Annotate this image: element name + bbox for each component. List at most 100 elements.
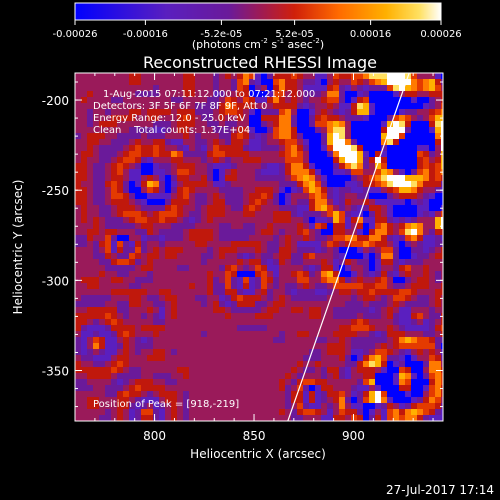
image-pixel	[441, 379, 443, 385]
image-pixel	[105, 313, 111, 319]
image-pixel	[243, 115, 249, 121]
image-pixel	[327, 199, 333, 205]
image-pixel	[177, 253, 183, 259]
image-pixel	[351, 253, 357, 259]
image-pixel	[117, 199, 123, 205]
image-pixel	[393, 211, 399, 217]
image-pixel	[147, 157, 153, 163]
image-pixel	[177, 301, 183, 307]
image-pixel	[147, 211, 153, 217]
image-pixel	[81, 205, 87, 211]
image-pixel	[297, 91, 303, 97]
image-pixel	[219, 103, 225, 109]
image-pixel	[399, 367, 405, 373]
image-pixel	[105, 283, 111, 289]
image-pixel	[243, 409, 249, 415]
image-pixel	[393, 259, 399, 265]
image-pixel	[417, 115, 423, 121]
image-pixel	[237, 403, 243, 409]
image-pixel	[405, 409, 411, 415]
image-pixel	[333, 181, 339, 187]
image-pixel	[93, 73, 99, 79]
image-pixel	[321, 349, 327, 355]
image-pixel	[249, 361, 255, 367]
image-pixel	[405, 343, 411, 349]
image-pixel	[381, 241, 387, 247]
image-pixel	[303, 349, 309, 355]
image-pixel	[231, 349, 237, 355]
image-pixel	[171, 169, 177, 175]
image-pixel	[315, 241, 321, 247]
image-pixel	[261, 409, 267, 415]
image-pixel	[405, 361, 411, 367]
image-pixel	[105, 121, 111, 127]
image-pixel	[309, 271, 315, 277]
image-pixel	[435, 385, 441, 391]
image-pixel	[225, 103, 231, 109]
image-pixel	[195, 187, 201, 193]
image-pixel	[369, 307, 375, 313]
image-pixel	[381, 79, 387, 85]
image-pixel	[117, 313, 123, 319]
image-pixel	[351, 271, 357, 277]
image-pixel	[375, 157, 381, 163]
image-pixel	[345, 259, 351, 265]
image-pixel	[381, 181, 387, 187]
image-pixel	[285, 217, 291, 223]
image-pixel	[105, 91, 111, 97]
image-pixel	[375, 331, 381, 337]
image-pixel	[267, 331, 273, 337]
image-pixel	[267, 337, 273, 343]
image-pixel	[159, 121, 165, 127]
image-pixel	[279, 115, 285, 121]
image-pixel	[231, 103, 237, 109]
image-pixel	[393, 235, 399, 241]
image-pixel	[201, 187, 207, 193]
image-pixel	[93, 103, 99, 109]
image-pixel	[129, 115, 135, 121]
image-pixel	[201, 145, 207, 151]
image-pixel	[333, 91, 339, 97]
image-pixel	[393, 343, 399, 349]
image-pixel	[177, 193, 183, 199]
image-pixel	[303, 199, 309, 205]
image-pixel	[315, 169, 321, 175]
image-pixel	[321, 277, 327, 283]
image-pixel	[309, 217, 315, 223]
image-pixel	[177, 151, 183, 157]
image-pixel	[411, 205, 417, 211]
image-pixel	[177, 289, 183, 295]
image-pixel	[423, 205, 429, 211]
image-pixel	[117, 151, 123, 157]
image-pixel	[117, 253, 123, 259]
image-pixel	[117, 211, 123, 217]
image-pixel	[153, 295, 159, 301]
image-pixel	[273, 121, 279, 127]
image-pixel	[423, 295, 429, 301]
image-pixel	[333, 361, 339, 367]
image-pixel	[153, 367, 159, 373]
image-pixel	[165, 337, 171, 343]
image-pixel	[177, 409, 183, 415]
image-pixel	[117, 157, 123, 163]
image-pixel	[129, 403, 135, 409]
image-pixel	[303, 373, 309, 379]
image-pixel	[183, 199, 189, 205]
image-pixel	[297, 355, 303, 361]
image-pixel	[435, 403, 441, 409]
image-pixel	[177, 331, 183, 337]
image-pixel	[231, 331, 237, 337]
image-pixel	[165, 295, 171, 301]
image-pixel	[309, 301, 315, 307]
image-pixel	[357, 187, 363, 193]
image-pixel	[417, 193, 423, 199]
image-pixel	[147, 253, 153, 259]
image-pixel	[255, 415, 261, 421]
image-pixel	[105, 403, 111, 409]
image-pixel	[405, 325, 411, 331]
image-pixel	[429, 193, 435, 199]
image-pixel	[195, 199, 201, 205]
image-pixel	[153, 109, 159, 115]
image-pixel	[303, 391, 309, 397]
image-pixel	[369, 115, 375, 121]
